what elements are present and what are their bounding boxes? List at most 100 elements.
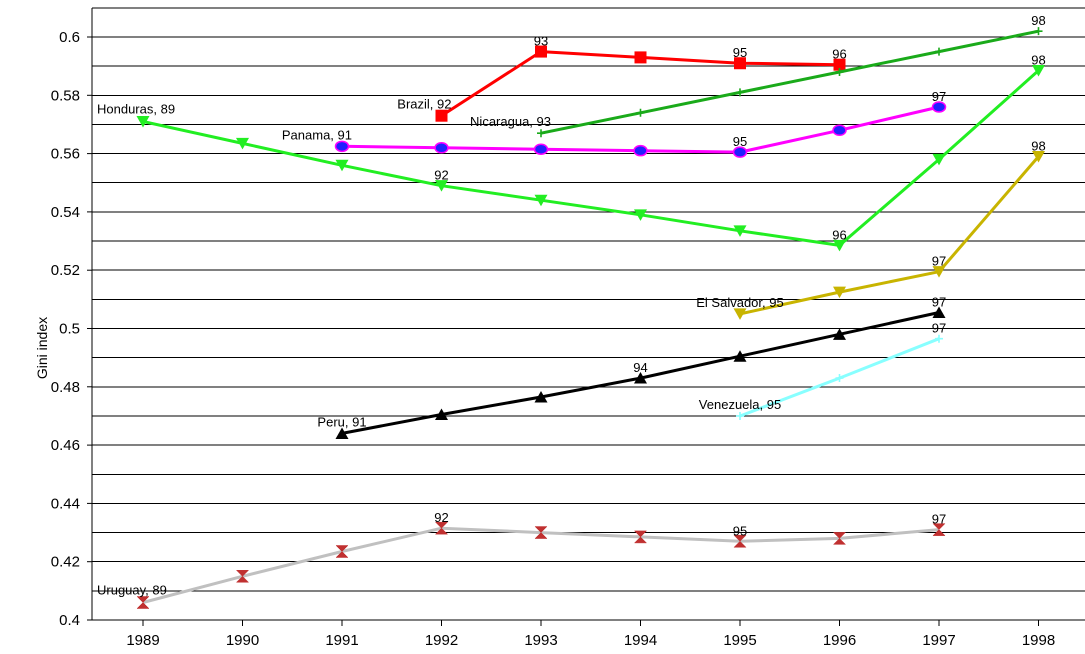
y-tick-label: 0.52 (51, 262, 80, 279)
data-label: 98 (1031, 13, 1045, 28)
data-label: 93 (534, 34, 548, 49)
series-venezuela (736, 334, 943, 420)
series-marker (833, 286, 846, 299)
series-marker (732, 146, 748, 158)
series-marker (534, 526, 548, 539)
data-label: El Salvador, 95 (696, 295, 783, 310)
series-marker (931, 101, 947, 113)
series-marker (434, 521, 449, 535)
series-marker (734, 57, 746, 70)
data-label: Venezuela, 95 (699, 397, 781, 412)
series-marker (435, 180, 448, 192)
series-el-salvador (733, 151, 1045, 320)
series-marker (236, 137, 249, 150)
series-marker (136, 596, 150, 609)
y-tick-label: 0.56 (51, 146, 80, 163)
series-marker (634, 209, 647, 221)
y-tick-label: 0.42 (51, 554, 80, 571)
series-marker (733, 535, 747, 548)
series-marker (736, 411, 744, 420)
series-marker (833, 239, 846, 252)
series-marker (136, 116, 150, 128)
series-marker (1032, 65, 1045, 77)
series-marker (932, 266, 946, 278)
series-marker (832, 124, 847, 137)
series-marker (634, 372, 647, 384)
series-panama (334, 101, 947, 158)
x-tick-label: 1992 (425, 632, 458, 649)
series-marker (736, 88, 744, 97)
series-marker (435, 408, 448, 420)
data-label: 95 (733, 134, 747, 149)
series-marker (435, 109, 448, 122)
y-tick-label: 0.5 (59, 321, 80, 338)
x-tick-label: 1994 (624, 632, 657, 649)
data-label: 97 (932, 512, 946, 527)
series-marker (935, 47, 943, 56)
x-tick-label: 1990 (226, 632, 259, 649)
data-label: 96 (832, 47, 846, 62)
data-label: 97 (932, 294, 946, 309)
series-brazil (435, 45, 846, 122)
series-marker (535, 45, 547, 58)
series-marker (932, 523, 946, 536)
data-label: 95 (733, 45, 747, 60)
series-marker (533, 143, 549, 155)
data-label: 92 (434, 510, 448, 525)
x-tick-label: 1997 (922, 632, 955, 649)
series-marker (733, 308, 747, 320)
y-tick-label: 0.48 (51, 379, 80, 396)
series-line-nicaragua (540, 29, 1039, 135)
axes (91, 7, 1085, 621)
y-axis-title: Gini index (34, 317, 50, 379)
x-tick-label: 1998 (1022, 632, 1055, 649)
series-marker (633, 530, 648, 544)
series-marker (633, 144, 648, 157)
data-label: Nicaragua, 93 (470, 114, 551, 129)
data-labels-group: Brazil, 92 93 95 96 Nicaragua, 93 98 Honduras,… (97, 13, 1046, 597)
series-uruguay (136, 521, 946, 609)
series-marker (832, 532, 847, 545)
data-label: 96 (832, 227, 846, 242)
series-marker (833, 328, 846, 340)
data-label: 98 (1031, 139, 1045, 154)
y-tick-label: 0.6 (59, 29, 80, 46)
x-tick-label: 1989 (126, 632, 159, 649)
y-tick-label: 0.46 (51, 437, 80, 454)
series-marker (335, 159, 349, 172)
x-tick-label: 1996 (823, 632, 856, 649)
series-marker (335, 545, 349, 558)
y-tick-label: 0.58 (51, 87, 80, 104)
series-marker (932, 306, 946, 318)
y-axis-ticks: 0.4 0.42 0.44 0.46 0.48 0.5 0.52 0.54 0.56 0.58 0.… (51, 29, 92, 629)
series-group (136, 27, 1045, 609)
data-label: Panama, 91 (282, 127, 352, 142)
series-marker (1032, 151, 1045, 163)
series-peru (335, 306, 946, 439)
series-marker (634, 51, 647, 64)
series-line-honduras (142, 69, 1040, 247)
series-marker (733, 350, 747, 362)
y-tick-label: 0.44 (51, 495, 80, 512)
series-marker (935, 334, 943, 343)
series-marker (534, 391, 548, 403)
series-marker (835, 67, 844, 76)
series-marker (434, 142, 449, 154)
data-label: Peru, 91 (317, 414, 366, 429)
x-tick-label: 1993 (524, 632, 557, 649)
series-marker (235, 570, 250, 583)
series-marker (335, 427, 349, 439)
series-marker (733, 225, 747, 237)
data-label: Uruguay, 89 (97, 583, 167, 598)
series-marker (835, 374, 844, 383)
data-label: 97 (932, 321, 946, 336)
series-marker (932, 153, 946, 166)
data-label: 94 (633, 360, 647, 375)
series-marker (833, 58, 846, 71)
y-tick-label: 0.4 (59, 612, 80, 629)
data-label: 95 (733, 523, 747, 538)
series-marker (537, 129, 545, 138)
series-marker (534, 194, 548, 207)
series-nicaragua (537, 27, 1043, 138)
